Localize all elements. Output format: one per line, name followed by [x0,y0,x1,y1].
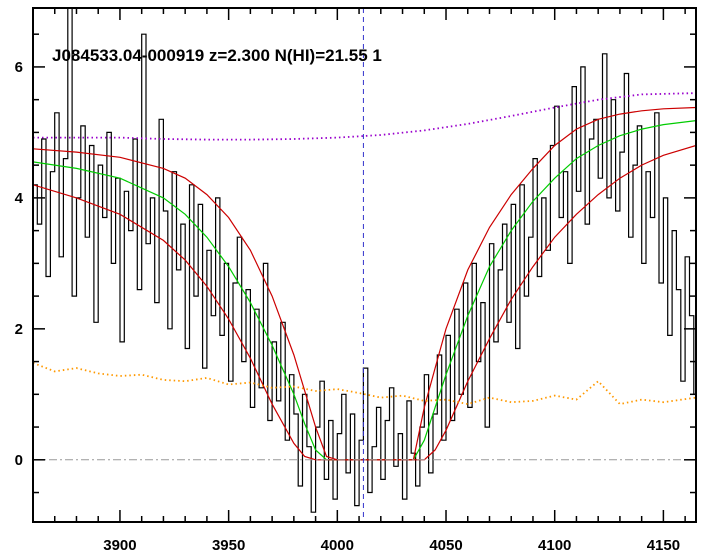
series-line-2 [33,106,696,461]
x-tick-label-4150: 4150 [647,537,680,554]
x-tick-label-4100: 4100 [538,537,571,554]
y-tick-label-4: 4 [15,190,24,207]
chart-title: J084533.04-000919 z=2.300 N(HI)=21.55 1 [52,46,382,65]
series-group [33,8,696,513]
plot-frame [32,7,697,523]
x-tick-label-4050: 4050 [429,537,462,554]
axis-ticks: 3900 3950 4000 4050 4100 4150 0 2 4 6 [15,8,696,554]
series-line-5 [33,362,696,406]
x-tick-label-4000: 4000 [321,537,354,554]
y-tick-label-2: 2 [15,321,23,338]
reference-lines [33,8,696,522]
y-tick-label-0: 0 [15,452,23,469]
x-tick-label-3950: 3950 [212,537,245,554]
y-tick-label-6: 6 [15,59,23,76]
series-line-0 [33,8,696,513]
x-tick-label-3900: 3900 [103,537,136,554]
series-line-4 [33,92,696,141]
